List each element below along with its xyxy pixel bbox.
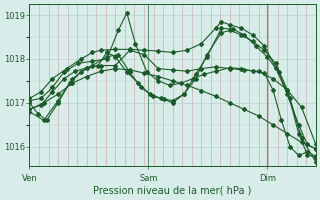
X-axis label: Pression niveau de la mer( hPa ): Pression niveau de la mer( hPa ) (93, 186, 252, 196)
